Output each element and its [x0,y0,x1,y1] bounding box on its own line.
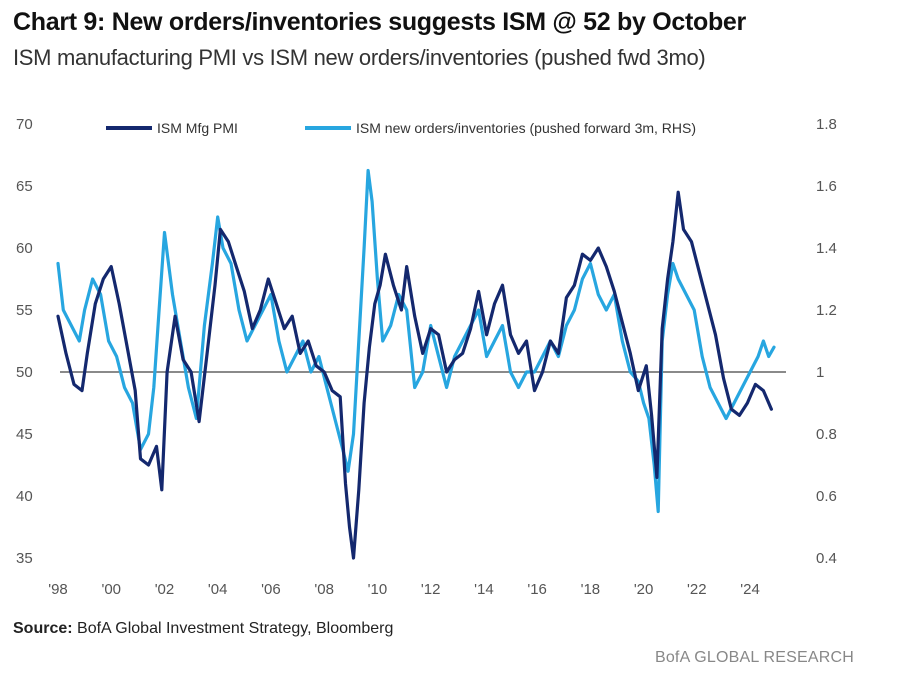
x-tick-label: '12 [421,581,441,598]
left-y-tick-label: 45 [16,426,33,443]
x-tick-label: '24 [740,581,760,598]
right-y-tick-label: 0.8 [816,426,837,443]
x-tick-label: '14 [474,581,494,598]
series-line-ism-mfg-pmi [56,190,774,560]
x-tick-label: '06 [261,581,281,598]
right-y-tick-label: 1.4 [816,240,837,257]
x-tick-label: '04 [208,581,228,598]
source-label: Source: [13,620,73,637]
left-y-tick-label: 55 [16,302,33,319]
source-note: Source: BofA Global Investment Strategy,… [13,620,393,638]
x-tick-label: '98 [48,581,68,598]
left-y-tick-label: 60 [16,240,33,257]
right-y-tick-label: 1.8 [816,116,837,133]
left-y-tick-label: 50 [16,364,33,381]
right-y-tick-label: 1 [816,364,824,381]
legend-label-new-orders-inventories: ISM new orders/inventories (pushed forwa… [356,120,696,136]
x-tick-label: '22 [687,581,707,598]
x-tick-label: '00 [101,581,121,598]
left-y-tick-label: 70 [16,116,33,133]
x-tick-label: '08 [314,581,334,598]
x-tick-label: '18 [581,581,601,598]
legend: ISM Mfg PMI ISM new orders/inventories (… [106,120,696,136]
branding-text: BofA GLOBAL RESEARCH [654,649,854,666]
legend-label-ism-mfg-pmi: ISM Mfg PMI [157,120,238,136]
series-line-new-orders-inventories [56,168,776,514]
x-tick-label: '16 [527,581,547,598]
left-y-axis: 35 40 45 50 55 60 65 70 [16,116,33,567]
right-y-tick-label: 1.2 [816,302,837,319]
source-text: BofA Global Investment Strategy, Bloombe… [72,620,394,637]
right-y-axis: 0.4 0.6 0.8 1 1.2 1.4 1.6 1.8 [816,116,837,567]
left-y-tick-label: 65 [16,178,33,195]
left-y-tick-label: 40 [16,488,33,505]
chart-subtitle: ISM manufacturing PMI vs ISM new orders/… [13,45,706,70]
right-y-tick-label: 0.4 [816,550,837,567]
right-y-tick-label: 0.6 [816,488,837,505]
chart-title: Chart 9: New orders/inventories suggests… [13,8,746,36]
x-axis: '98 '00 '02 '04 '06 '08 '10 '12 '14 '16 '18 '20 '22 '… [48,581,760,598]
series-group [56,168,776,560]
right-y-tick-label: 1.6 [816,178,837,195]
x-tick-label: '10 [368,581,388,598]
x-tick-label: '20 [634,581,654,598]
x-tick-label: '02 [155,581,175,598]
left-y-tick-label: 35 [16,550,33,567]
